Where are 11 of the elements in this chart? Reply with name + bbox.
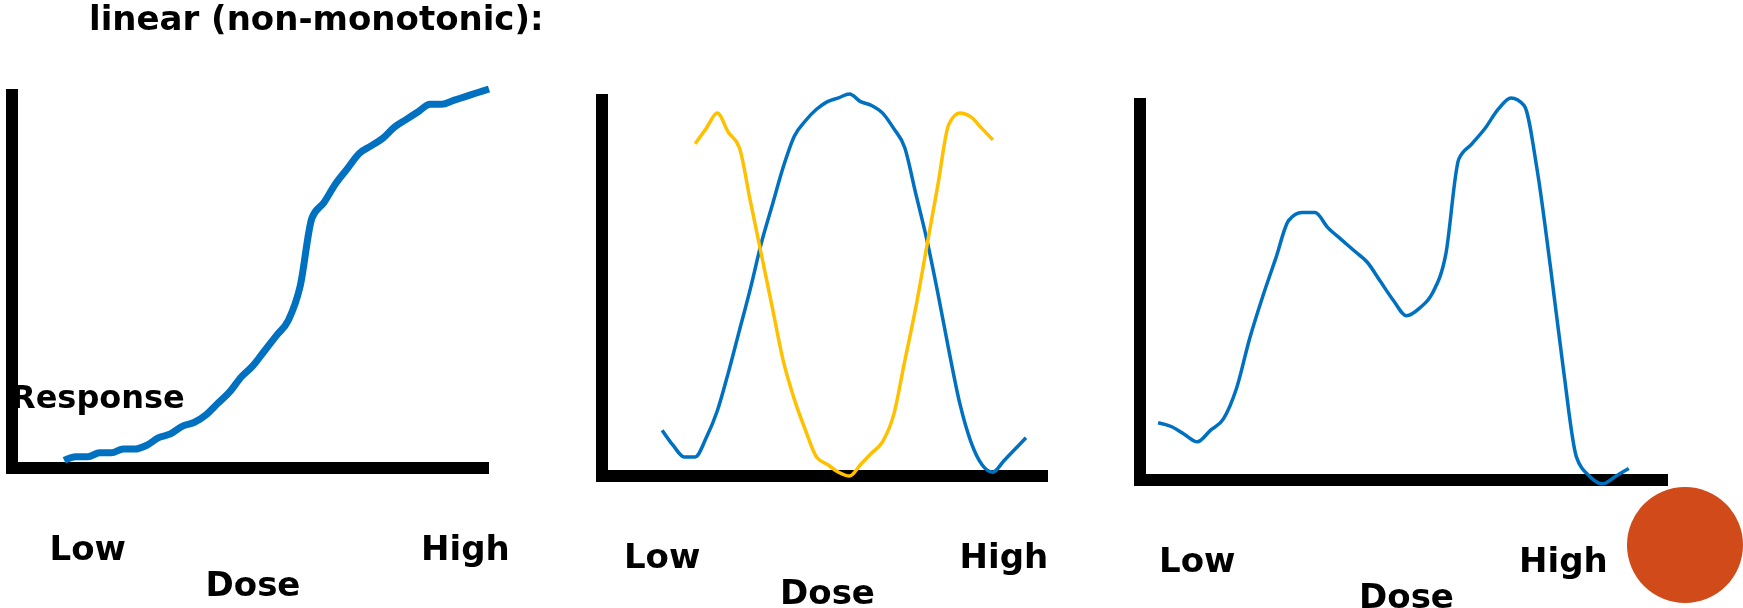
y-axis-title: Response bbox=[11, 378, 185, 416]
x-tick-label: Low bbox=[623, 536, 701, 576]
x-axis-title: Dose bbox=[780, 572, 875, 608]
x-tick-label: High bbox=[421, 528, 510, 568]
x-tick-label: Low bbox=[1159, 540, 1236, 580]
x-tick-label: Low bbox=[49, 528, 127, 568]
x-axis-title: Dose bbox=[1359, 576, 1454, 608]
chart-title: linear (non-monotonic): bbox=[89, 0, 544, 38]
x-axis-title: Dose bbox=[205, 564, 301, 604]
x-tick-label: High bbox=[1519, 540, 1608, 580]
x-tick-label: High bbox=[959, 536, 1049, 576]
